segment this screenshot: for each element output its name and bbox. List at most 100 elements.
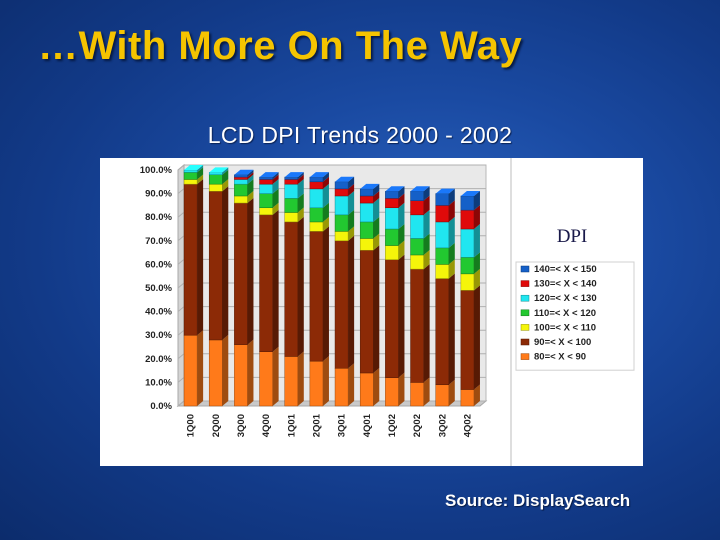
bar-segment-side: [348, 209, 355, 232]
bar-segment: [284, 176, 299, 180]
bar-segment: [234, 195, 248, 204]
slide-title: …With More On The Way: [38, 24, 523, 68]
bar-segment: [309, 181, 324, 190]
bar-segment-side: [448, 242, 455, 265]
bar-segment: [284, 356, 299, 407]
x-axis: 1Q00 2Q00 3Q00 4Q00 1Q01 2Q01 3Q01 4Q01 1Q02 2Q02…: [186, 413, 474, 437]
source-caption: Source: DisplaySearch: [445, 491, 631, 510]
bar-top: [435, 188, 455, 194]
legend-label: 120=< X < 130: [534, 293, 597, 304]
bar-segment: [460, 273, 475, 291]
bar-segment: [410, 382, 424, 407]
legend-swatch: [520, 324, 530, 331]
legend-label: 90=< X < 100: [534, 337, 591, 348]
bar-segment-side: [322, 216, 329, 232]
y-tick-label: 30.0%: [145, 330, 172, 341]
bar-segment-side: [197, 330, 204, 406]
bar-segment-side: [423, 209, 430, 239]
bar-segment-side: [423, 249, 430, 270]
bar-segment-side: [222, 169, 229, 185]
bar-segment: [208, 190, 223, 341]
bar-segment-side: [247, 169, 254, 178]
bar-top: [385, 186, 405, 192]
bar-segment-side: [272, 346, 279, 406]
bar-segment: [460, 290, 475, 390]
legend-swatch: [520, 280, 530, 287]
bar-segment: [385, 259, 399, 378]
bar-segment-side: [297, 174, 304, 185]
bar-segment-side: [473, 190, 480, 211]
bar-segment-side: [197, 165, 204, 173]
bar-segment-side: [222, 179, 229, 192]
bar-segment: [460, 257, 475, 275]
bar-segment-side: [398, 202, 405, 229]
bar-segment-side: [322, 176, 329, 189]
bar-segment: [183, 183, 198, 336]
bar-segment: [334, 231, 349, 242]
bar-segment: [385, 377, 399, 407]
legend-swatch: [520, 294, 530, 302]
x-tick-label: 4Q00: [261, 414, 272, 437]
bar-segment-side: [373, 198, 380, 222]
bar-segment: [460, 389, 475, 407]
bar-segment: [460, 228, 475, 258]
bar-segment: [334, 214, 349, 232]
bar-segment: [359, 372, 374, 407]
bar-segment: [309, 360, 324, 407]
x-tick-label: 2Q00: [211, 414, 222, 437]
gridline-diag: [177, 329, 185, 336]
bar-top: [259, 172, 279, 178]
x-tick-label: 4Q02: [462, 414, 473, 437]
bar-segment-side: [222, 186, 229, 340]
y-tick-label: 40.0%: [145, 307, 172, 318]
bar-segment-side: [222, 334, 229, 406]
bar-segment: [309, 188, 324, 209]
bar-segment: [410, 190, 424, 201]
bar-segment-side: [322, 183, 329, 208]
chart-bars: [183, 165, 480, 407]
bar-segment: [234, 202, 248, 345]
gridline-diag: [177, 353, 185, 360]
bar-top: [284, 172, 304, 178]
bar-segment: [183, 179, 198, 185]
bar-segment: [183, 169, 198, 173]
bar-segment: [208, 174, 223, 185]
gridline-diag: [177, 400, 185, 407]
y-tick-label: 50.0%: [145, 283, 172, 294]
bar-segment: [259, 214, 273, 352]
bar-segment-side: [373, 367, 380, 406]
bar-top: [335, 176, 355, 182]
bar-segment-side: [222, 167, 229, 175]
gridline-diag: [177, 188, 185, 194]
bar-segment-side: [373, 190, 380, 204]
bar-segment: [334, 188, 349, 197]
y-tick-label: 10.0%: [145, 377, 172, 388]
stacked-bar-chart: 0.0% 10.0% 20.0% 30.0% 40.0% 50.0% 60.0% 70.0% 8…: [140, 158, 635, 466]
chart-title: LCD DPI Trends 2000 - 2002: [207, 122, 513, 148]
bar-segment: [234, 344, 248, 407]
bar-segment: [435, 205, 450, 223]
legend-label: 80=< X < 90: [534, 352, 586, 363]
gridline-diag: [177, 259, 185, 265]
x-tick-label: 1Q00: [186, 414, 197, 437]
bar-segment: [385, 207, 399, 230]
bar-segment: [385, 245, 399, 260]
bar-segment: [208, 172, 223, 175]
gridline-diag: [177, 282, 185, 289]
bar-segment: [259, 179, 273, 185]
bar-segment: [435, 384, 450, 407]
bar-segment-side: [247, 174, 254, 185]
bar-segment: [183, 334, 198, 407]
bar-segment: [359, 202, 374, 223]
bar-segment-side: [348, 235, 355, 369]
legend-swatch: [520, 265, 530, 273]
bar-segment-side: [398, 254, 405, 378]
bar-segment: [234, 179, 248, 185]
bar-segment: [359, 249, 374, 374]
gridline-diag: [177, 235, 185, 242]
bar-segment-side: [423, 377, 430, 406]
bar-segment-side: [272, 172, 279, 180]
bar-segment-side: [322, 202, 329, 222]
bar-segment-side: [423, 233, 430, 255]
bar-segment: [334, 240, 349, 369]
